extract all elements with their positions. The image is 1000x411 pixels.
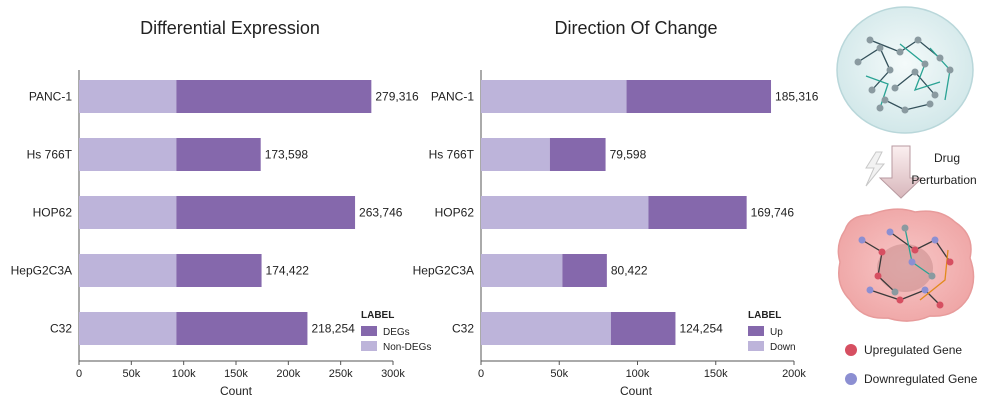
legend-item-label: Down: [770, 342, 796, 353]
x-tick-label: 0: [76, 368, 82, 380]
bar-segment-degs: [176, 312, 308, 345]
x-tick-label: 300k: [381, 368, 405, 380]
bar-total-label: 263,746: [359, 206, 403, 220]
category-label: C32: [452, 322, 474, 336]
category-label: PANC-1: [29, 90, 72, 104]
bar-segment-up: [626, 80, 772, 113]
x-tick-label: 100k: [626, 368, 650, 380]
x-axis-label: Count: [220, 384, 253, 398]
legend-item-label: Non-DEGs: [383, 342, 431, 353]
down-arrow-icon: [878, 145, 924, 199]
x-tick-label: 50k: [122, 368, 140, 380]
bar-segment-degs: [176, 138, 261, 171]
legend-item-label: DEGs: [383, 327, 410, 338]
chart-direction-of-change: Direction Of Change Count LABEL 0 50k 100k…: [413, 18, 819, 398]
downregulated-gene-dot-icon: [845, 373, 857, 385]
bar-total-label: 185,316: [775, 90, 819, 104]
bar-segment-non-degs: [79, 80, 177, 113]
bar-segment-down: [481, 254, 563, 287]
bar-segment-degs: [176, 196, 356, 229]
legend-swatch: [748, 341, 764, 351]
legend-swatch: [361, 341, 377, 351]
drug-perturbation-illustration: Drug Perturbation: [836, 6, 978, 386]
healthy-cell-icon: [836, 6, 974, 134]
x-tick-label: 100k: [172, 368, 196, 380]
bar-total-label: 79,598: [610, 148, 647, 162]
bar-segment-up: [648, 196, 747, 229]
chart-title: Direction Of Change: [554, 18, 717, 38]
arrow-label-line1: Drug: [934, 151, 960, 165]
bar-segment-degs: [176, 254, 262, 287]
x-tick-label: 200k: [276, 368, 300, 380]
lightning-icon: [865, 151, 886, 187]
x-axis-label: Count: [620, 384, 653, 398]
arrow-label-line2: Perturbation: [911, 173, 976, 187]
x-tick-label: 0: [478, 368, 484, 380]
x-tick-label: 200k: [782, 368, 806, 380]
bar-segment-non-degs: [79, 196, 177, 229]
bar-segment-non-degs: [79, 312, 177, 345]
bar-segment-up: [610, 312, 676, 345]
bar-total-label: 174,422: [266, 264, 310, 278]
x-tick-label: 50k: [550, 368, 568, 380]
x-tick-label: 150k: [224, 368, 248, 380]
bar-segment-down: [481, 312, 611, 345]
bar-total-label: 173,598: [265, 148, 309, 162]
downregulated-gene-label: Downregulated Gene: [864, 372, 978, 386]
legend-swatch: [361, 326, 377, 336]
bar-total-label: 279,316: [375, 90, 419, 104]
legend-title: LABEL: [748, 310, 781, 321]
category-label: Hs 766T: [27, 148, 73, 162]
bar-segment-non-degs: [79, 138, 177, 171]
legend-title: LABEL: [361, 310, 394, 321]
category-label: HOP62: [435, 206, 475, 220]
chart-title: Differential Expression: [140, 18, 320, 38]
bar-segment-up: [549, 138, 606, 171]
legend-swatch: [748, 326, 764, 336]
bar-total-label: 80,422: [611, 264, 648, 278]
category-label: PANC-1: [431, 90, 474, 104]
bar-total-label: 169,746: [751, 206, 795, 220]
bar-segment-down: [481, 196, 649, 229]
x-tick-label: 250k: [329, 368, 353, 380]
category-label: HOP62: [33, 206, 73, 220]
upregulated-gene-dot-icon: [845, 344, 857, 356]
category-label: HepG2C3A: [11, 264, 72, 278]
category-label: Hs 766T: [429, 148, 475, 162]
category-label: HepG2C3A: [413, 264, 474, 278]
upregulated-gene-label: Upregulated Gene: [864, 343, 962, 357]
bar-segment-degs: [176, 80, 372, 113]
bar-segment-down: [481, 138, 550, 171]
chart-differential-expression: Differential Expression Count LABEL 0 50k…: [11, 18, 432, 398]
bar-total-label: 124,254: [679, 322, 723, 336]
bar-total-label: 218,254: [311, 322, 355, 336]
bar-segment-non-degs: [79, 254, 177, 287]
legend-item-label: Up: [770, 327, 783, 338]
x-tick-label: 150k: [704, 368, 728, 380]
category-label: C32: [50, 322, 72, 336]
bar-segment-down: [481, 80, 627, 113]
perturbed-cell-icon: [837, 208, 975, 322]
bar-segment-up: [562, 254, 607, 287]
